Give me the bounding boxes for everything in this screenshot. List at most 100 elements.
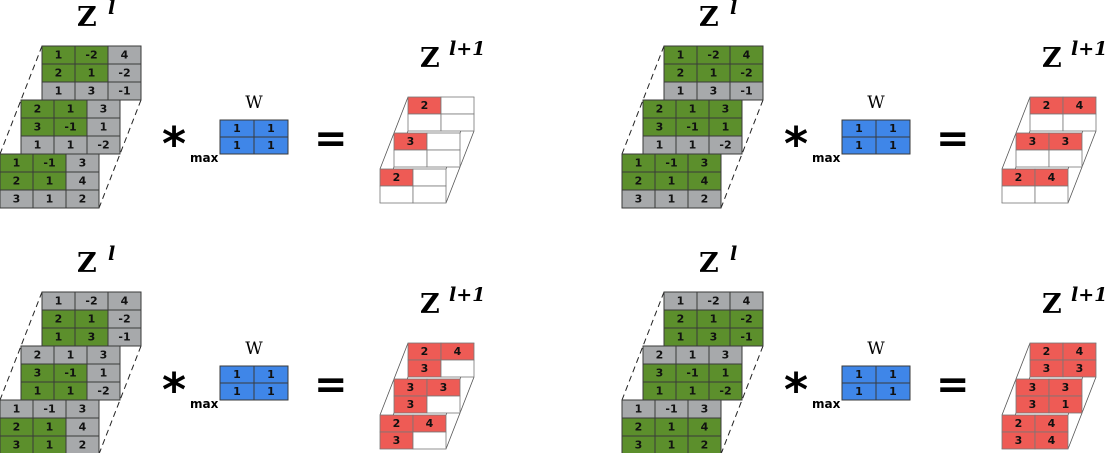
input-cell-value: 1 <box>668 193 676 206</box>
output-title: Z <box>420 43 440 74</box>
input-cell-value: 1 <box>722 121 730 134</box>
input-cell-value: 3 <box>100 349 108 362</box>
input-cell-value: 2 <box>34 349 42 362</box>
input-cell-value: 1 <box>635 403 643 416</box>
input-cell-value: -1 <box>43 403 55 416</box>
output-cell-value: 3 <box>1015 434 1023 447</box>
output-title: Z <box>1042 289 1062 320</box>
input-cell-value: 2 <box>55 67 63 80</box>
output-cell <box>1062 359 1097 378</box>
input-cell-value: -1 <box>43 157 55 170</box>
kernel-cell-value: 1 <box>855 139 863 152</box>
kernel-label: W <box>245 339 263 359</box>
equals-sign: = <box>314 116 348 162</box>
output-cell-value: 2 <box>393 171 401 184</box>
input-cell-value: 3 <box>13 193 21 206</box>
input-cell-value: -1 <box>118 85 130 98</box>
input-cell-value: 1 <box>100 367 108 380</box>
input-cell-value: 3 <box>710 331 718 344</box>
input-cell-value: 2 <box>656 349 664 362</box>
input-cell-value: -2 <box>118 313 130 326</box>
kernel-label: W <box>867 339 885 359</box>
output-cell-value: 4 <box>1048 434 1056 447</box>
input-cell-value: 3 <box>635 193 643 206</box>
input-cell-value: 4 <box>743 295 751 308</box>
output-cell-value: 3 <box>1043 362 1051 375</box>
kernel-cell <box>875 382 911 401</box>
input-cell <box>729 81 764 101</box>
output-cell-value: 3 <box>407 398 415 411</box>
output-cell <box>1048 395 1083 414</box>
input-cell-value: 1 <box>722 367 730 380</box>
input-title-superscript: l <box>730 0 737 19</box>
input-title-superscript: l <box>108 0 115 19</box>
input-cell-value: 2 <box>701 193 709 206</box>
output-layer-1: 2 <box>407 96 475 132</box>
input-cell-value: -2 <box>97 385 109 398</box>
output-title: Z <box>420 289 440 320</box>
output-cell <box>407 113 442 132</box>
input-cell-value: 3 <box>701 157 709 170</box>
output-cell <box>1001 185 1036 204</box>
input-cell-value: 1 <box>67 385 75 398</box>
input-cell-value: 1 <box>88 67 96 80</box>
output-cell-value: 3 <box>1029 381 1037 394</box>
input-cell-value: 1 <box>677 85 685 98</box>
input-cell <box>708 135 743 155</box>
input-cell-value: 1 <box>668 439 676 452</box>
input-cell-value: 1 <box>67 349 75 362</box>
kernel-cell-value: 1 <box>233 122 241 135</box>
output-cell-value: 4 <box>454 345 462 358</box>
kernel-cell <box>253 136 289 155</box>
input-cell-value: 3 <box>79 157 87 170</box>
output-title-superscript: l+1 <box>1071 38 1105 60</box>
input-layer-3: 1 -1 3 2 1 4 3 1 2 <box>621 399 722 453</box>
output-cell <box>1015 149 1050 168</box>
output-layer-3: 2 4 3 4 <box>1001 414 1069 450</box>
output-cell <box>426 149 461 168</box>
input-cell <box>107 327 142 347</box>
output-layer-1: 2 4 3 3 <box>1029 342 1097 378</box>
input-cell-value: 2 <box>635 175 643 188</box>
input-cell-value: 3 <box>656 121 664 134</box>
output-cell-value: 4 <box>1076 345 1084 358</box>
kernel-cell-value: 1 <box>855 368 863 381</box>
max-operator-symbol: * <box>784 117 808 171</box>
input-layer-1: 1 -2 4 2 1 -2 1 3 -1 <box>41 291 142 347</box>
output-cell-value: 1 <box>1062 398 1070 411</box>
input-cell-value: 1 <box>67 103 75 116</box>
output-cell-value: 3 <box>1076 362 1084 375</box>
input-layer-3: 1 -1 3 2 1 4 3 1 2 <box>621 153 722 209</box>
input-cell-value: 1 <box>689 385 697 398</box>
output-cell <box>393 149 428 168</box>
output-cell-value: 2 <box>1015 171 1023 184</box>
input-cell-value: 1 <box>46 193 54 206</box>
input-title: Z <box>699 2 719 33</box>
output-layer-3: 2 <box>379 168 447 204</box>
output-cell-value: 4 <box>1048 171 1056 184</box>
output-cell-value: 3 <box>440 381 448 394</box>
kernel-cell-value: 1 <box>233 385 241 398</box>
input-layer-2: 2 1 3 3 -1 1 1 1 -2 <box>642 345 743 401</box>
input-title-superscript: l <box>730 243 737 265</box>
input-cell-value: 1 <box>656 139 664 152</box>
output-cell-value: 2 <box>393 417 401 430</box>
input-cell-value: -2 <box>707 49 719 62</box>
output-cell <box>1048 149 1083 168</box>
input-cell-value: 1 <box>689 349 697 362</box>
output-cell-value: 3 <box>1029 398 1037 411</box>
input-cell-value: 2 <box>34 103 42 116</box>
input-cell-value: 1 <box>689 139 697 152</box>
input-cell-value: 3 <box>34 121 42 134</box>
kernel-matrix: 1 1 1 1 <box>841 119 911 155</box>
output-cell-value: 2 <box>421 345 429 358</box>
kernel-cell-value: 1 <box>855 122 863 135</box>
input-cell-value: 1 <box>34 139 42 152</box>
output-cell <box>1062 113 1097 132</box>
output-cell <box>440 113 475 132</box>
output-cell <box>440 96 475 115</box>
input-cell-value: -2 <box>719 385 731 398</box>
input-cell-value: 2 <box>677 67 685 80</box>
